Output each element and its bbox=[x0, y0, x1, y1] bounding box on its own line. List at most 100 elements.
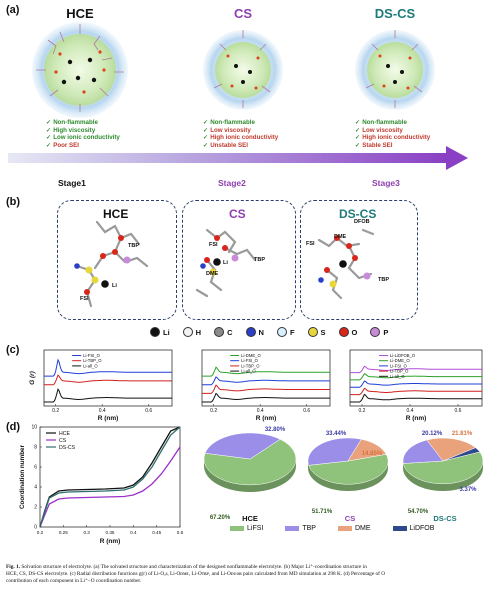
x-tick-label: 0.2 bbox=[210, 408, 217, 414]
panel-c-label: (c) bbox=[6, 344, 20, 356]
y-axis-label: G (r) bbox=[29, 371, 36, 385]
pie-slice-label-tbp: 33.44% bbox=[326, 431, 347, 437]
x-tick-label: 0.3 bbox=[83, 530, 90, 535]
chart-frame bbox=[201, 349, 331, 407]
feature-item: ✓ Non-flammable bbox=[203, 119, 255, 126]
x-tick-label: 0.2 bbox=[359, 408, 366, 414]
panel-a-label: (a) bbox=[6, 4, 20, 16]
legend-label: Li-TBP_O bbox=[390, 369, 409, 374]
x-tick-label: 0.2 bbox=[37, 530, 44, 535]
cs-box-title: CS bbox=[229, 207, 246, 221]
ds-cs-fsi-label: FSI bbox=[306, 241, 315, 247]
hce-sphere bbox=[32, 22, 128, 118]
cn-legend-label: CS bbox=[59, 438, 67, 444]
hce-fsi-label: FSI bbox=[80, 296, 89, 302]
hce-structure-box bbox=[57, 200, 177, 320]
x-tick-label: 0.45 bbox=[152, 530, 161, 535]
ds-cs-feature-list: ✓ Non-flammable ✓ Low viscosity ✓ High ioni… bbox=[355, 119, 430, 149]
pie-chart-hce: 67.20% 32.80% HCE bbox=[203, 427, 297, 523]
panel-b-molecules bbox=[74, 220, 375, 308]
rdf-series-line-li-fsi_o bbox=[350, 380, 482, 388]
legend-s: S bbox=[307, 327, 326, 337]
rdf-chart-ds-cs: Li-LiDFOB_OLi-DME_OLi-FSI_OLi-TBP_OLi-al… bbox=[349, 349, 483, 422]
feature-item: ✓ High ionic conductivity bbox=[203, 134, 279, 142]
y-tick-label: 4 bbox=[34, 485, 37, 491]
rdf-series-line-li-tbp_o bbox=[202, 384, 330, 394]
x-tick-label: 0.4 bbox=[407, 408, 414, 414]
feature-item: ✓ Non-flammable bbox=[46, 119, 98, 126]
pie-slice-lifsi bbox=[308, 454, 389, 485]
figure-caption: Fig. 1. Solvation structure of electroly… bbox=[6, 564, 490, 585]
pie-title-hce: HCE bbox=[242, 514, 258, 523]
rdf-series-line-li-all_o bbox=[350, 393, 482, 403]
x-tick-label: 0.6 bbox=[455, 408, 462, 414]
pie-slice-label-lifsi: 51.71% bbox=[312, 509, 333, 515]
ds-cs-tbp-label: TBP bbox=[378, 277, 389, 283]
hce-feature-list: ✓ Non-flammable ✓ High viscosity ✓ Low ioni… bbox=[46, 119, 120, 149]
legend-n: N bbox=[245, 327, 264, 337]
x-tick-label: 0.4 bbox=[130, 530, 137, 535]
legend-p: P bbox=[370, 327, 388, 337]
swatch-tbp bbox=[285, 526, 300, 531]
ds-cs-box-title: DS-CS bbox=[339, 207, 377, 221]
panel-d-label: (d) bbox=[6, 421, 21, 433]
hce-li-label: Li bbox=[112, 283, 117, 289]
cn-legend-label: HCE bbox=[59, 431, 70, 437]
rdf-series-line-li-dme_o bbox=[202, 366, 330, 377]
panel-b-label: (b) bbox=[6, 196, 21, 208]
x-tick-label: 0.6 bbox=[145, 408, 152, 414]
feature-item: ✓ Stable SEI bbox=[355, 141, 393, 149]
hce-tbp-label: TBP bbox=[128, 243, 139, 249]
atom-legend: Li H C N F S O P bbox=[150, 327, 388, 337]
rdf-series-line-li-lidfob_o bbox=[350, 365, 482, 374]
pie-legend-lifsi: LiFSI bbox=[230, 525, 263, 532]
pie-legend-tbp: TBP bbox=[285, 525, 316, 532]
ds-cs-title: DS-CS bbox=[374, 6, 416, 21]
ds-cs-sphere bbox=[355, 30, 435, 110]
cs-fsi-label: FSI bbox=[209, 242, 218, 248]
rdf-series-line-li-tbp_o bbox=[350, 387, 482, 396]
feature-item: ✓ High ionic conductivity bbox=[355, 134, 431, 142]
y-tick-label: 0 bbox=[34, 525, 37, 531]
progression-arrow bbox=[8, 146, 468, 170]
legend-h: H bbox=[182, 327, 201, 337]
cs-dme-label: DME bbox=[206, 271, 219, 277]
li-ions bbox=[61, 57, 404, 85]
pie-slice-label-lidfob: 3.37% bbox=[459, 487, 477, 493]
rdf-chart-hce: Li-FSI_OLi-TBP_OLi-all_O 0.2 0.4 0.6 R (nm) G… bbox=[29, 349, 173, 422]
ds-cs-structure-box bbox=[300, 200, 418, 320]
pie-legend-dme: DME bbox=[337, 525, 371, 532]
stage1-label: Stage1 bbox=[58, 178, 86, 188]
pie-slice-label-lifsi: 67.20% bbox=[210, 515, 231, 521]
x-tick-label: 0.2 bbox=[52, 408, 59, 414]
y-tick-label: 10 bbox=[31, 425, 37, 431]
feature-item: ✓ Non-flammable bbox=[355, 119, 407, 126]
legend-label: Li-TBP_O bbox=[241, 363, 260, 368]
pie-legend-lidfob: LiDFOB bbox=[392, 525, 434, 532]
legend-c: C bbox=[214, 327, 233, 337]
ds-cs-dme-label: DME bbox=[334, 234, 347, 240]
cn-series-line-hce bbox=[39, 426, 181, 528]
feature-item: ✓ Low viscosity bbox=[203, 126, 251, 134]
x-tick-label: 0.25 bbox=[59, 530, 68, 535]
y-tick-label: 2 bbox=[34, 505, 37, 511]
cn-series-line-ds-cs bbox=[39, 426, 181, 528]
chart-frame bbox=[349, 349, 483, 407]
pie-title-cs: CS bbox=[345, 514, 355, 523]
pie-slice-label-dme: 14.85% bbox=[362, 451, 383, 457]
rdf-series-line-li-all_o bbox=[202, 392, 330, 403]
pie-slice-tbp bbox=[402, 439, 444, 464]
pie-slice-lifsi bbox=[402, 451, 484, 485]
pie-slice-lifsi bbox=[203, 439, 297, 486]
x-tick-label: 0.6 bbox=[303, 408, 310, 414]
legend-label: Li-DME_O bbox=[241, 353, 261, 358]
cs-tbp-label: TBP bbox=[254, 257, 265, 263]
y-tick-label: 6 bbox=[34, 465, 37, 471]
legend-label: Li-all_O bbox=[241, 369, 256, 374]
swatch-dme bbox=[337, 526, 352, 531]
pie-slice-dme bbox=[347, 439, 387, 462]
rdf-series-line-li-all_o bbox=[44, 387, 172, 403]
hce-box-title: HCE bbox=[103, 207, 129, 221]
stage2-label: Stage2 bbox=[218, 178, 246, 188]
